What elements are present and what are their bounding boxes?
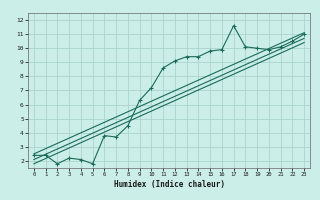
X-axis label: Humidex (Indice chaleur): Humidex (Indice chaleur) [114, 180, 225, 189]
